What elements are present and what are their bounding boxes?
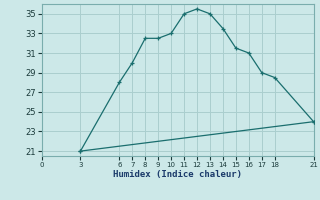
X-axis label: Humidex (Indice chaleur): Humidex (Indice chaleur) bbox=[113, 170, 242, 179]
